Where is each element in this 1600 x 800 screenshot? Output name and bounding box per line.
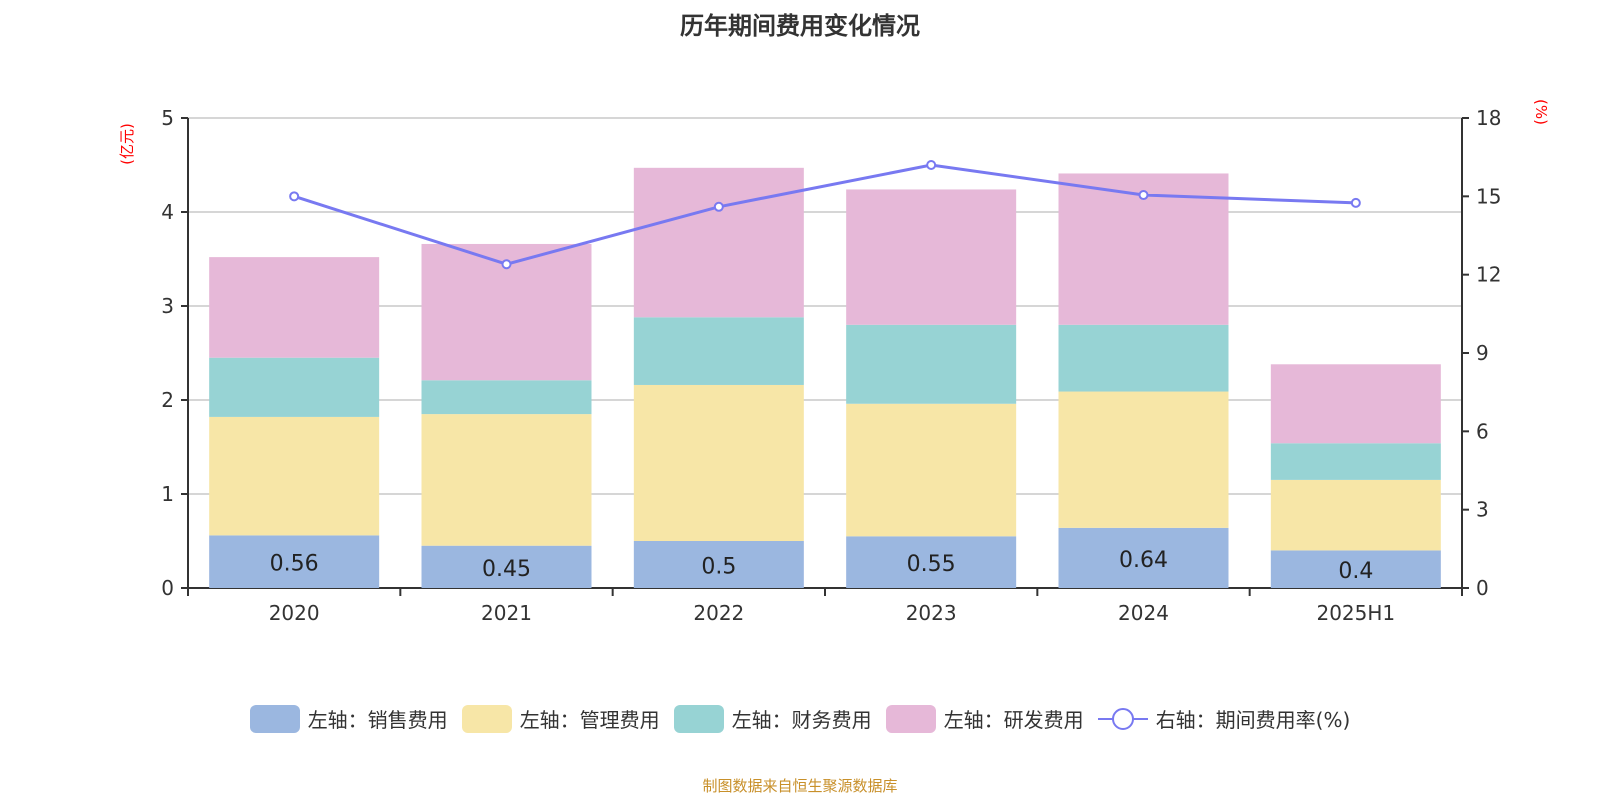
rate-point xyxy=(1350,197,1361,208)
bar-segment xyxy=(846,403,1017,537)
rate-line xyxy=(293,163,1356,266)
x-tick-label: 2024 xyxy=(1118,601,1169,625)
right-axis-label: (%) xyxy=(1532,99,1550,125)
legend-item[interactable]: 左轴：研发费用 xyxy=(885,704,1084,733)
right-tick-label: 12 xyxy=(1476,263,1501,287)
bar-segment xyxy=(1058,391,1229,528)
left-tick-label: 5 xyxy=(161,106,174,130)
bar-segment xyxy=(1270,550,1441,588)
legend-label: 左轴：财务费用 xyxy=(731,708,872,732)
right-tick-label: 15 xyxy=(1476,184,1501,208)
bar-segment xyxy=(421,545,592,588)
bar-data-label: 0.64 xyxy=(1119,548,1168,573)
rate-point xyxy=(289,191,300,202)
legend-item[interactable]: 右轴：期间费用率(%) xyxy=(1097,704,1351,733)
bar-data-label: 0.56 xyxy=(270,552,319,577)
chart-title: 历年期间费用变化情况 xyxy=(680,12,920,40)
bar-segment xyxy=(633,317,804,385)
bar-segment xyxy=(1058,324,1229,392)
legend-line-icon xyxy=(1097,707,1148,730)
legend-label: 右轴：期间费用率(%) xyxy=(1155,708,1351,732)
x-tick-label: 2021 xyxy=(481,601,532,625)
bar-segment xyxy=(633,541,804,588)
right-tick-label: 3 xyxy=(1476,498,1489,522)
bar-data-label: 0.4 xyxy=(1338,559,1373,584)
bar-segment xyxy=(209,535,380,588)
bar-segment xyxy=(421,380,592,415)
legend-item[interactable]: 左轴：财务费用 xyxy=(673,704,872,733)
legend-label: 左轴：管理费用 xyxy=(519,708,660,732)
left-axis-label: (亿元) xyxy=(118,123,136,165)
bar-segment xyxy=(846,189,1017,325)
rate-point xyxy=(501,259,512,270)
bar-segment xyxy=(633,384,804,541)
bar-segment xyxy=(846,324,1017,404)
left-tick-label: 3 xyxy=(161,294,174,318)
legend-label: 左轴：研发费用 xyxy=(943,708,1084,732)
left-tick-label: 4 xyxy=(161,200,174,224)
bar-data-label: 0.55 xyxy=(907,552,956,577)
left-tick-label: 2 xyxy=(161,388,174,412)
rate-point xyxy=(713,201,724,212)
x-tick-label: 2023 xyxy=(906,601,957,625)
right-tick-label: 6 xyxy=(1476,419,1489,443)
left-tick-label: 1 xyxy=(161,482,174,506)
legend-item[interactable]: 左轴：销售费用 xyxy=(249,704,448,733)
legend-label: 左轴：销售费用 xyxy=(307,708,448,732)
right-tick-label: 18 xyxy=(1476,106,1501,130)
bar-segment xyxy=(209,357,380,417)
legend: 左轴：销售费用 左轴：管理费用 左轴：财务费用 左轴：研发费用 右轴：期间费用率(%) xyxy=(0,704,1600,733)
legend-swatch-icon xyxy=(885,704,936,733)
bar-segment xyxy=(846,536,1017,588)
x-tick-label: 2020 xyxy=(269,601,320,625)
bar-data-label: 0.5 xyxy=(701,555,736,580)
x-tick-label: 2025H1 xyxy=(1316,601,1395,625)
source-note: 制图数据来自恒生聚源数据库 xyxy=(702,777,898,795)
bar-segment xyxy=(209,416,380,536)
left-tick-label: 0 xyxy=(161,576,174,600)
bar-segment xyxy=(633,167,804,318)
bar-segment xyxy=(1270,443,1441,480)
legend-swatch-icon xyxy=(673,704,724,733)
rate-point xyxy=(926,160,937,170)
x-tick-label: 2022 xyxy=(693,601,744,625)
right-tick-label: 9 xyxy=(1476,341,1489,365)
legend-swatch-icon xyxy=(461,704,512,733)
rate-point xyxy=(1138,190,1149,201)
bar-data-label: 0.45 xyxy=(482,557,531,582)
bar-segment xyxy=(1270,364,1441,444)
bar-segment xyxy=(209,257,380,358)
right-tick-label: 0 xyxy=(1476,576,1489,600)
bar-segment xyxy=(421,414,592,546)
bar-segment xyxy=(1270,479,1441,551)
legend-item[interactable]: 左轴：管理费用 xyxy=(461,704,660,733)
legend-swatch-icon xyxy=(249,704,300,733)
bar-segment xyxy=(1058,527,1229,588)
